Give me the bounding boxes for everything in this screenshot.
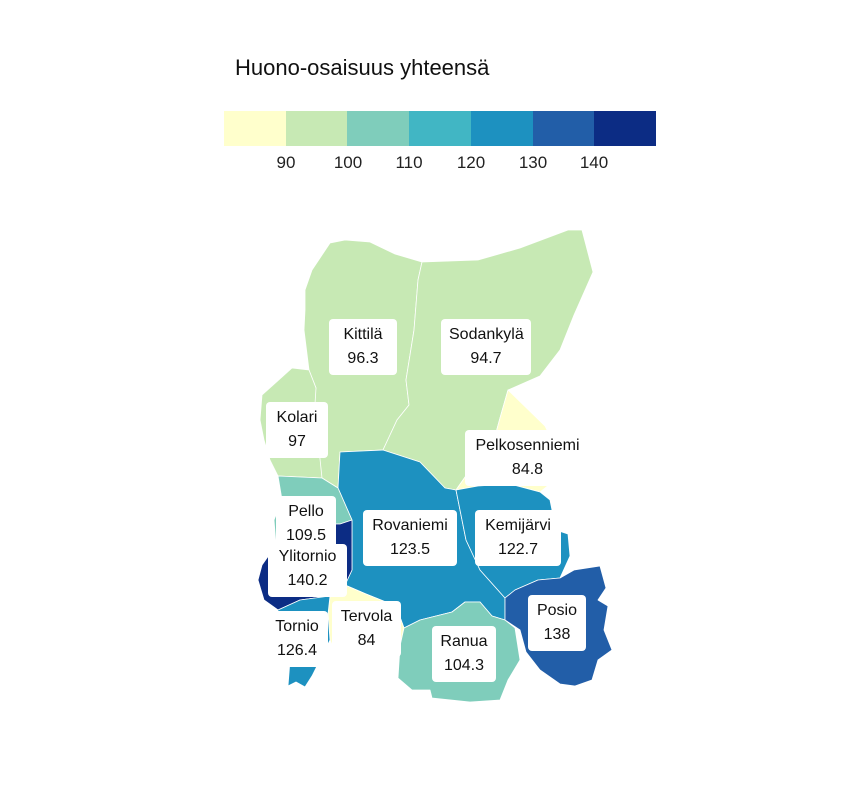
color-legend — [224, 111, 657, 146]
region-value: 96.3 — [347, 350, 379, 367]
region-name: Tornio — [275, 618, 319, 635]
region-value: 84 — [357, 632, 376, 649]
region-name: Pello — [288, 503, 324, 520]
region-value: 104.3 — [443, 657, 485, 674]
region-name: Tervola — [340, 608, 393, 625]
region-label-kemijarvi: Kemijärvi 122.7 — [475, 510, 561, 566]
legend-tick-label: 100 — [333, 153, 363, 172]
legend-tick-label: 130 — [518, 153, 548, 172]
region-label-kittila: Kittilä 96.3 — [329, 319, 397, 375]
legend-tick-label: 90 — [276, 153, 296, 172]
legend-tick-label: 120 — [456, 153, 486, 172]
region-value: 140.2 — [287, 572, 328, 589]
region-value: 122.7 — [497, 541, 539, 558]
region-name: Kittilä — [343, 326, 383, 343]
legend-swatch — [470, 111, 533, 146]
region-label-pelkosenniemi: Pelkosenniemi 84.8 — [465, 430, 590, 486]
region-name: Rovaniemi — [372, 517, 448, 534]
region-label-kolari: Kolari 97 — [266, 402, 328, 458]
region-name: Pelkosenniemi — [475, 437, 580, 454]
region-label-sodankyla: Sodankylä 94.7 — [441, 319, 531, 375]
legend-swatch — [594, 111, 657, 146]
legend-swatch — [224, 111, 286, 146]
region-label-rovaniemi: Rovaniemi 123.5 — [363, 510, 457, 566]
legend-tick-label: 110 — [395, 153, 423, 172]
region-value: 126.4 — [276, 642, 318, 659]
legend-swatch — [532, 111, 595, 146]
region-label-ranua: Ranua 104.3 — [432, 626, 496, 682]
region-value: 123.5 — [389, 541, 431, 558]
region-label-ylitornio: Ylitornio 140.2 — [268, 544, 347, 597]
region-label-tervola: Tervola 84 — [332, 601, 401, 657]
region-name: Kemijärvi — [485, 517, 551, 534]
region-value: 109.5 — [285, 527, 327, 544]
legend-ticks: 90 100 110 120 130 140 — [224, 153, 656, 175]
region-value: 94.7 — [470, 350, 502, 367]
legend-swatch — [347, 111, 410, 146]
legend-tick-label: 140 — [579, 153, 609, 172]
legend-title: Huono-osaisuus yhteensä — [235, 55, 490, 80]
region-label-tornio: Tornio 126.4 — [266, 611, 328, 667]
region-label-pello: Pello 109.5 — [276, 496, 336, 552]
region-label-posio: Posio 138 — [528, 595, 586, 651]
region-name: Sodankylä — [449, 326, 524, 343]
region-value: 97 — [288, 433, 306, 450]
region-value: 84.8 — [511, 461, 544, 478]
legend-swatch — [409, 111, 471, 146]
region-name: Ranua — [440, 633, 488, 650]
region-name: Ylitornio — [278, 548, 337, 565]
legend-swatch — [285, 111, 348, 146]
region-name: Posio — [536, 602, 578, 619]
region-name: Kolari — [276, 409, 318, 426]
region-value: 138 — [543, 626, 571, 643]
